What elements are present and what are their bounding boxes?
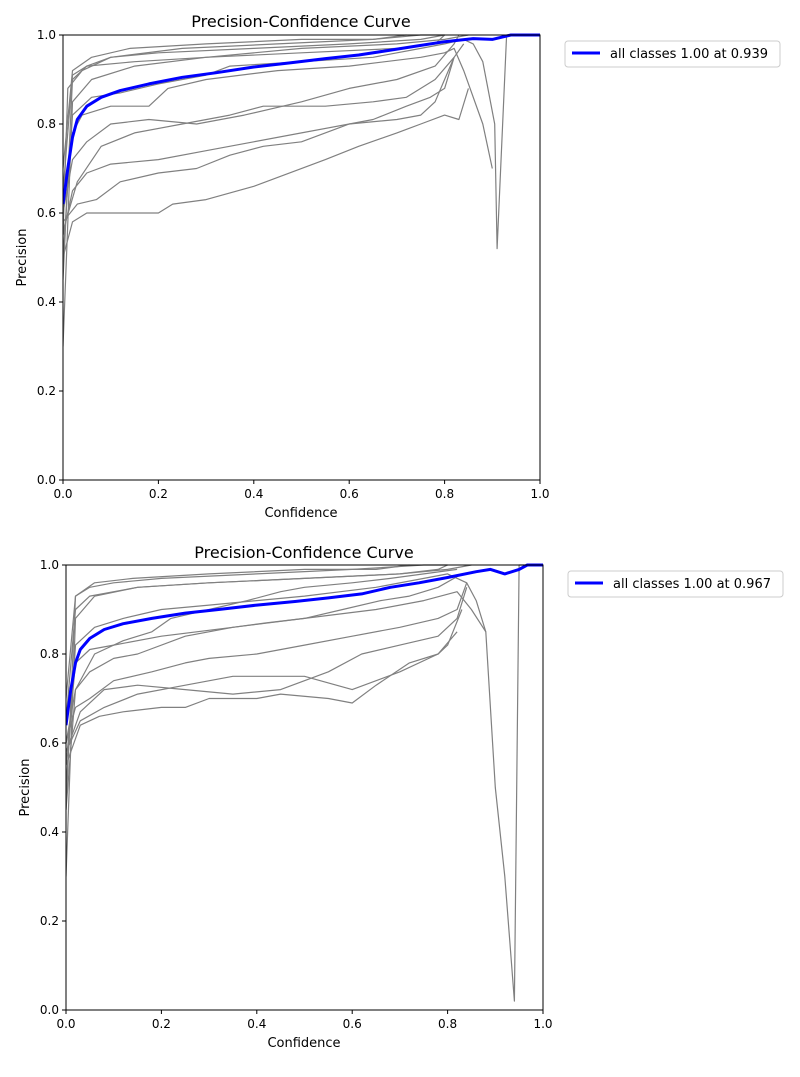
- y-axis-label: Precision: [18, 758, 33, 816]
- class-curve-class-k: [66, 631, 458, 753]
- y-axis-ticks: 0.0 0.2 0.4 0.6 0.8 1.0: [37, 28, 63, 487]
- plot-lines: [66, 563, 543, 1002]
- y-tick-label: 1.0: [40, 558, 59, 572]
- class-curve-class-e: [66, 582, 468, 744]
- class-curve-class-l: [63, 34, 407, 169]
- x-tick-label: 1.0: [533, 1017, 552, 1031]
- plot-frame: [62, 34, 541, 481]
- y-tick-label: 1.0: [37, 28, 56, 42]
- class-curve-class-j: [66, 564, 410, 699]
- legend: all classes 1.00 at 0.939: [564, 40, 781, 68]
- class-curve-class-d: [63, 34, 540, 258]
- class-curve-class-g: [63, 57, 455, 223]
- legend: all classes 1.00 at 0.967: [567, 570, 784, 598]
- class-curve-class-h: [66, 573, 463, 744]
- class-curve-class-a: [66, 564, 472, 877]
- class-curve-class-f: [66, 609, 463, 766]
- x-axis-label: Confidence: [264, 506, 337, 521]
- x-tick-label: 0.8: [435, 487, 454, 501]
- class-curve-class-c: [63, 34, 445, 236]
- precision-confidence-chart-2: Precision-Confidence Curve 0.0 0.2 0.4 0.6 0…: [18, 543, 784, 1051]
- legend-label: all classes 1.00 at 0.967: [613, 577, 771, 592]
- x-tick-label: 0.4: [247, 1017, 266, 1031]
- y-axis-label: Precision: [15, 228, 30, 286]
- x-axis-ticks: 0.0 0.2 0.4 0.6 0.8 1.0: [53, 480, 550, 501]
- x-tick-label: 0.0: [53, 487, 72, 501]
- y-tick-label: 0.2: [37, 384, 56, 398]
- y-axis-ticks: 0.0 0.2 0.4 0.6 0.8 1.0: [40, 558, 66, 1017]
- x-tick-label: 0.6: [343, 1017, 362, 1031]
- class-curve-class-g: [66, 587, 468, 753]
- class-curve-class-j: [63, 34, 460, 214]
- y-tick-label: 0.4: [40, 825, 59, 839]
- class-curve-class-h: [63, 88, 469, 258]
- y-tick-label: 0.8: [37, 117, 56, 131]
- class-curve-class-f: [63, 57, 455, 236]
- y-tick-label: 0.2: [40, 914, 59, 928]
- y-tick-label: 0.0: [40, 1003, 59, 1017]
- legend-frame: [567, 570, 784, 598]
- class-curve-class-c: [66, 564, 543, 1002]
- x-axis-label: Confidence: [267, 1036, 340, 1051]
- legend-frame: [564, 40, 781, 68]
- x-tick-label: 0.4: [244, 487, 263, 501]
- x-tick-label: 1.0: [530, 487, 549, 501]
- chart-title: Precision-Confidence Curve: [194, 543, 413, 562]
- class-curve-class-a: [63, 34, 469, 347]
- x-axis-ticks: 0.0 0.2 0.4 0.6 0.8 1.0: [56, 1010, 553, 1031]
- class-curve-class-e: [63, 47, 493, 214]
- x-tick-label: 0.0: [56, 1017, 75, 1031]
- all-classes-curve: [63, 33, 540, 205]
- y-tick-label: 0.8: [40, 647, 59, 661]
- precision-confidence-chart-1: Precision-Confidence Curve 0.0 0.2 0.4 0.6 0…: [15, 12, 781, 521]
- x-tick-label: 0.2: [149, 487, 168, 501]
- class-curve-class-d: [66, 591, 487, 766]
- legend-label: all classes 1.00 at 0.939: [610, 47, 768, 62]
- chart-title: Precision-Confidence Curve: [191, 12, 410, 31]
- plot-lines: [63, 33, 540, 347]
- class-curve-class-i: [63, 43, 465, 231]
- x-tick-label: 0.6: [340, 487, 359, 501]
- all-classes-curve: [66, 563, 543, 726]
- y-tick-label: 0.6: [37, 206, 56, 220]
- y-tick-label: 0.4: [37, 295, 56, 309]
- y-tick-label: 0.6: [40, 736, 59, 750]
- x-tick-label: 0.2: [152, 1017, 171, 1031]
- class-curve-class-b: [63, 34, 445, 280]
- class-curve-class-l: [66, 568, 458, 810]
- class-curve-class-i: [66, 564, 448, 721]
- y-tick-label: 0.0: [37, 473, 56, 487]
- x-tick-label: 0.8: [438, 1017, 457, 1031]
- plot-frame: [65, 564, 544, 1011]
